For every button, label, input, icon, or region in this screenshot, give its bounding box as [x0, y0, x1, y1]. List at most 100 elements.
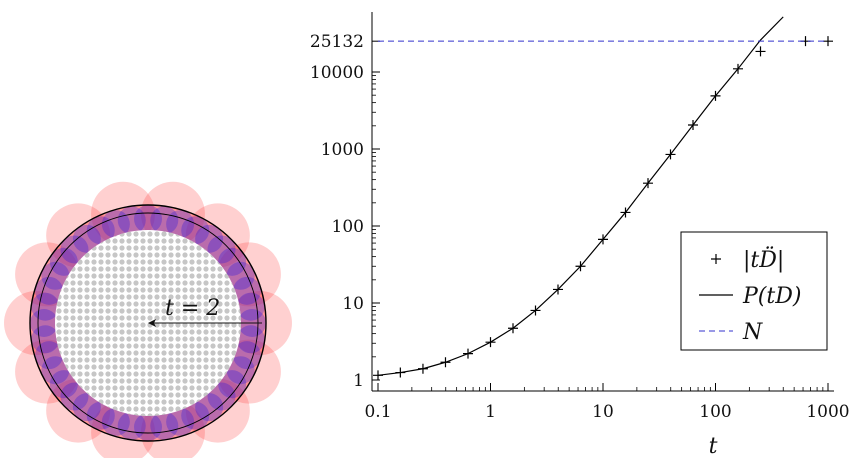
- inner-dot: [210, 315, 216, 321]
- inner-dot: [84, 259, 90, 265]
- inner-dot: [119, 273, 125, 279]
- inner-dot: [182, 273, 188, 279]
- inner-dot: [105, 371, 111, 377]
- inner-dot: [70, 343, 76, 349]
- inner-dot: [91, 343, 97, 349]
- inner-dot: [126, 392, 132, 398]
- inner-dot: [126, 322, 132, 328]
- inner-dot: [77, 266, 83, 272]
- inner-dot: [119, 308, 125, 314]
- inner-dot: [175, 294, 181, 300]
- inner-dot: [196, 308, 202, 314]
- inner-dot: [126, 259, 132, 265]
- blue-band-disk: [86, 216, 115, 245]
- inner-dot: [84, 287, 90, 293]
- inner-dot: [77, 350, 83, 356]
- inner-dot: [175, 245, 181, 251]
- inner-dot: [105, 287, 111, 293]
- inner-dot: [196, 266, 202, 272]
- inner-dot: [168, 357, 174, 363]
- inner-dot: [224, 350, 230, 356]
- inner-dot: [77, 357, 83, 363]
- blue-band-disk: [41, 261, 70, 290]
- inner-dot: [133, 252, 139, 258]
- inner-dot: [217, 350, 223, 356]
- inner-dot: [105, 392, 111, 398]
- inner-dot: [77, 315, 83, 321]
- inner-dot: [105, 357, 111, 363]
- inner-dot: [154, 392, 160, 398]
- inner-dot: [217, 280, 223, 286]
- inner-dot: [91, 294, 97, 300]
- inner-dot: [98, 322, 104, 328]
- inner-dot: [224, 301, 230, 307]
- inner-dot: [189, 266, 195, 272]
- inner-dot: [147, 329, 153, 335]
- inner-dot: [133, 315, 139, 321]
- inner-dot: [63, 280, 69, 286]
- inner-dot: [224, 315, 230, 321]
- inner-dot: [119, 280, 125, 286]
- inner-dot: [147, 287, 153, 293]
- inner-dot: [168, 315, 174, 321]
- inner-dot: [119, 406, 125, 412]
- inner-dot: [203, 252, 209, 258]
- inner-dot: [189, 343, 195, 349]
- inner-dot: [126, 245, 132, 251]
- inner-dot: [119, 245, 125, 251]
- x-tick-label: 1000: [806, 402, 849, 422]
- inner-dot: [182, 294, 188, 300]
- inner-dot: [161, 378, 167, 384]
- inner-dot: [91, 392, 97, 398]
- inner-dot: [112, 266, 118, 272]
- inner-dot: [147, 364, 153, 370]
- inner-dot: [203, 385, 209, 391]
- inner-dot: [77, 343, 83, 349]
- inner-dot: [105, 245, 111, 251]
- inner-dot: [168, 336, 174, 342]
- inner-dot: [140, 280, 146, 286]
- inner-dot: [154, 343, 160, 349]
- inner-dot: [112, 315, 118, 321]
- inner-dot: [175, 308, 181, 314]
- inner-dot: [70, 315, 76, 321]
- x-tick-label: 0.1: [364, 402, 391, 422]
- inner-dot: [147, 350, 153, 356]
- inner-dot: [112, 364, 118, 370]
- inner-dot: [182, 336, 188, 342]
- inner-dot: [196, 301, 202, 307]
- inner-dot: [189, 385, 195, 391]
- inner-dot: [140, 364, 146, 370]
- inner-dot: [119, 357, 125, 363]
- inner-dot: [168, 301, 174, 307]
- blue-band-disk: [72, 393, 101, 422]
- inner-dot: [168, 371, 174, 377]
- inner-dot: [105, 399, 111, 405]
- inner-dot: [56, 301, 62, 307]
- inner-dot: [84, 378, 90, 384]
- inner-dot: [161, 357, 167, 363]
- inner-dot: [154, 308, 160, 314]
- inner-dot: [84, 329, 90, 335]
- inner-dot: [231, 294, 237, 300]
- inner-dot: [203, 287, 209, 293]
- inner-dot: [203, 322, 209, 328]
- chart-legend: |tD̈| P(tD) N: [680, 231, 828, 351]
- inner-dot: [126, 406, 132, 412]
- inner-dot: [105, 259, 111, 265]
- inner-dot: [210, 280, 216, 286]
- inner-dot: [119, 266, 125, 272]
- inner-dot: [77, 322, 83, 328]
- inner-dot: [105, 336, 111, 342]
- blue-band-disk: [181, 401, 210, 430]
- inner-dot: [175, 315, 181, 321]
- inner-dot: [140, 294, 146, 300]
- blue-band-disk: [226, 261, 255, 290]
- inner-dot: [91, 357, 97, 363]
- inner-dot: [210, 322, 216, 328]
- inner-dot: [98, 315, 104, 321]
- outer-red-disk: [140, 181, 205, 246]
- inner-dot: [119, 294, 125, 300]
- inner-dot: [119, 315, 125, 321]
